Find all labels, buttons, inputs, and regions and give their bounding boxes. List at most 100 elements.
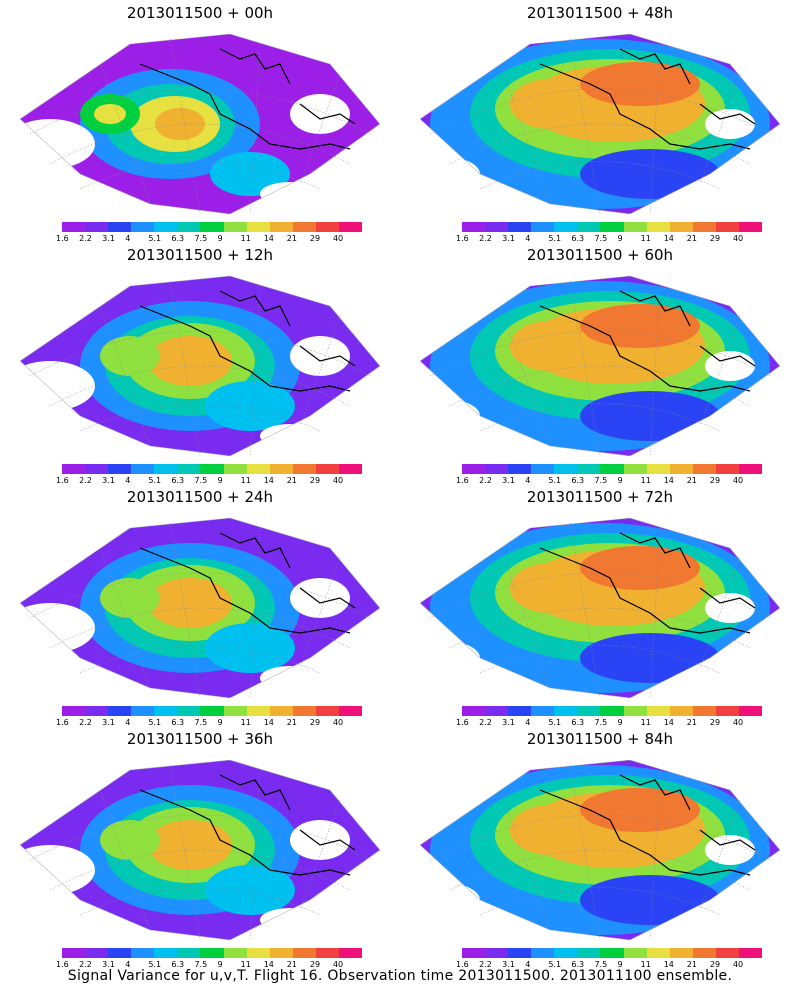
colorbar-swatch bbox=[738, 222, 763, 232]
map-boundary bbox=[19, 275, 381, 456]
coastline bbox=[539, 48, 756, 150]
variance-contour bbox=[100, 578, 160, 618]
colorbar-swatch bbox=[200, 948, 224, 958]
colorbar-swatch bbox=[531, 222, 555, 232]
colorbar-tick-label: 5.1 bbox=[548, 234, 562, 243]
colorbar-tick-label: 11 bbox=[240, 234, 251, 243]
colorbar-swatch bbox=[154, 948, 178, 958]
colorbar-swatch bbox=[623, 222, 647, 232]
forecast-panel: 2013011500 + 60h 1.6 2.2 3.1 4 5.1 6.3 7.5 9 11 14… bbox=[400, 242, 800, 485]
colorbar-swatch bbox=[462, 222, 486, 232]
colorbar-tick-label: 3.1 bbox=[102, 476, 115, 485]
colorbar-tick-label: 7.5 bbox=[194, 476, 208, 485]
colorbar-tick-label: 11 bbox=[240, 476, 251, 485]
colorbar-tick-label: 1.6 bbox=[56, 234, 69, 243]
colorbar-swatch bbox=[692, 948, 716, 958]
colorbar-swatch bbox=[669, 706, 693, 716]
variance-contour bbox=[580, 391, 720, 441]
colorbar-swatch bbox=[462, 464, 486, 474]
colorbar-swatch bbox=[108, 948, 132, 958]
map-boundary bbox=[19, 33, 381, 214]
colorbar-tick-label: 29 bbox=[309, 960, 321, 969]
no-data-area bbox=[20, 845, 95, 895]
colorbar bbox=[62, 222, 363, 232]
colorbar-swatch bbox=[131, 464, 155, 474]
variance-contour bbox=[148, 336, 232, 386]
forecast-panel: 2013011500 + 00h 1.6 2.2 3.1 4 5.1 6.3 7.5 9 11 14… bbox=[0, 0, 400, 243]
coastline bbox=[139, 532, 356, 634]
panel-title: 2013011500 + 12h bbox=[126, 246, 274, 264]
variance-contour bbox=[100, 336, 160, 376]
colorbar-swatch bbox=[223, 464, 247, 474]
colorbar-swatch bbox=[315, 222, 339, 232]
colorbar-tick-label: 4 bbox=[525, 960, 531, 969]
colorbar-tick-label: 4 bbox=[525, 476, 531, 485]
colorbar-swatch bbox=[508, 706, 532, 716]
colorbar-swatch bbox=[508, 222, 532, 232]
variance-map bbox=[19, 275, 381, 456]
colorbar bbox=[62, 948, 363, 958]
colorbar-swatch bbox=[108, 706, 132, 716]
colorbar-swatch bbox=[646, 706, 670, 716]
colorbar-tick-label: 21 bbox=[686, 718, 697, 727]
colorbar-swatch bbox=[246, 464, 270, 474]
colorbar-tick-label: 9 bbox=[617, 960, 623, 969]
colorbar-swatch bbox=[462, 706, 486, 716]
colorbar-tick-label: 5.1 bbox=[148, 234, 162, 243]
colorbar-tick-label: 5.1 bbox=[148, 718, 162, 727]
colorbar-tick-label: 29 bbox=[309, 718, 321, 727]
colorbar-tick-label: 14 bbox=[663, 960, 674, 969]
variance-map bbox=[419, 759, 781, 940]
colorbar-tick-label: 1.6 bbox=[56, 718, 69, 727]
colorbar-tick-label: 9 bbox=[217, 718, 223, 727]
colorbar-tick-label: 21 bbox=[686, 960, 697, 969]
colorbar-swatch bbox=[577, 706, 601, 716]
colorbar-tick-label: 4 bbox=[125, 234, 131, 243]
variance-contour bbox=[100, 820, 160, 860]
colorbar-swatch bbox=[177, 222, 201, 232]
panel-title: 2013011500 + 60h bbox=[526, 246, 674, 264]
colorbar-swatch bbox=[485, 706, 509, 716]
colorbar-tick-label: 6.3 bbox=[571, 960, 585, 969]
colorbar-tick-label: 21 bbox=[286, 718, 297, 727]
colorbar-labels: 1.6 2.2 3.1 4 5.1 6.3 7.5 9 11 14 21 29 40 bbox=[456, 234, 762, 246]
colorbar-tick-label: 7.5 bbox=[194, 960, 208, 969]
variance-contour bbox=[210, 152, 290, 196]
coastline bbox=[539, 290, 756, 392]
colorbar-swatch bbox=[577, 948, 601, 958]
panel-title: 2013011500 + 00h bbox=[126, 4, 274, 22]
colorbar-swatch bbox=[485, 948, 509, 958]
coastline bbox=[139, 48, 356, 150]
variance-contour bbox=[580, 149, 720, 199]
colorbar-swatch bbox=[292, 222, 316, 232]
colorbar-tick-label: 6.3 bbox=[171, 476, 185, 485]
colorbar-swatch bbox=[646, 948, 670, 958]
colorbar-swatch bbox=[692, 706, 716, 716]
coastline bbox=[139, 290, 356, 392]
colorbar-swatch bbox=[223, 706, 247, 716]
panel-title: 2013011500 + 84h bbox=[526, 730, 674, 748]
colorbar-tick-label: 7.5 bbox=[594, 234, 608, 243]
colorbar-tick-label: 40 bbox=[332, 234, 344, 243]
colorbar-swatch bbox=[600, 948, 624, 958]
colorbar-tick-label: 21 bbox=[686, 234, 697, 243]
colorbar-tick-label: 21 bbox=[286, 960, 297, 969]
colorbar-tick-label: 7.5 bbox=[594, 476, 608, 485]
variance-map bbox=[19, 759, 381, 940]
variance-map bbox=[419, 517, 781, 698]
colorbar-swatch bbox=[338, 222, 363, 232]
variance-contour bbox=[510, 79, 590, 129]
colorbar-tick-label: 5.1 bbox=[548, 476, 562, 485]
colorbar-tick-label: 7.5 bbox=[594, 718, 608, 727]
colorbar-swatch bbox=[85, 464, 109, 474]
no-data-area bbox=[260, 424, 320, 448]
colorbar-tick-label: 6.3 bbox=[571, 234, 585, 243]
colorbar-swatch bbox=[200, 222, 224, 232]
colorbar-tick-label: 6.3 bbox=[171, 718, 185, 727]
colorbar-swatch bbox=[154, 464, 178, 474]
colorbar-swatch bbox=[646, 464, 670, 474]
colorbar-swatch bbox=[131, 706, 155, 716]
colorbar-swatch bbox=[531, 706, 555, 716]
colorbar-swatch bbox=[200, 464, 224, 474]
colorbar-swatch bbox=[646, 222, 670, 232]
